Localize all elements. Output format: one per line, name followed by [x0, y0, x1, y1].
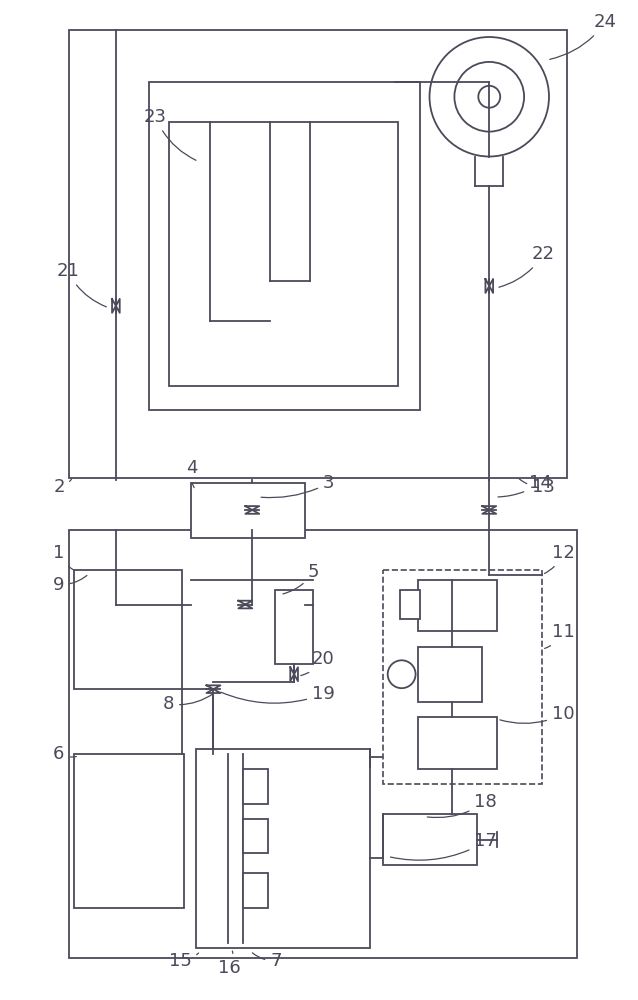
Text: 13: 13 [519, 478, 555, 496]
Text: 24: 24 [550, 13, 617, 59]
Bar [149, 82, 420, 410]
Text: 18: 18 [427, 793, 497, 818]
Bar [195, 749, 370, 948]
Bar [275, 590, 313, 664]
Bar [69, 530, 577, 958]
Text: 1: 1 [53, 544, 75, 570]
Text: 11: 11 [545, 623, 575, 648]
Bar [383, 814, 477, 865]
Bar [399, 590, 420, 619]
Text: 7: 7 [253, 952, 282, 970]
Text: 20: 20 [300, 650, 335, 676]
Bar [168, 122, 397, 386]
Text: 23: 23 [144, 108, 196, 160]
Bar [383, 570, 542, 784]
Bar [243, 873, 268, 908]
Text: 12: 12 [544, 544, 575, 573]
Text: 17: 17 [390, 832, 497, 860]
Bar [417, 717, 497, 769]
Bar [69, 30, 567, 478]
Text: 10: 10 [500, 705, 575, 723]
Text: 8: 8 [163, 694, 213, 713]
Circle shape [388, 660, 415, 688]
Text: 15: 15 [168, 952, 198, 970]
Text: 22: 22 [499, 245, 555, 287]
Text: 6: 6 [53, 745, 77, 763]
Text: 3: 3 [261, 474, 334, 498]
Bar [74, 754, 184, 908]
Circle shape [478, 86, 500, 108]
Bar [243, 769, 268, 804]
Bar [243, 819, 268, 853]
Text: 9: 9 [53, 575, 87, 594]
Circle shape [454, 62, 524, 132]
Text: 16: 16 [218, 951, 241, 977]
Bar [191, 483, 305, 538]
Text: 21: 21 [56, 262, 107, 307]
Text: 14: 14 [498, 474, 552, 497]
Text: 2: 2 [53, 478, 71, 496]
Text: 5: 5 [283, 563, 320, 594]
Bar [417, 580, 497, 631]
Bar [74, 570, 182, 689]
Text: 19: 19 [221, 685, 335, 703]
Circle shape [429, 37, 549, 157]
Bar [417, 647, 482, 702]
Text: 4: 4 [186, 459, 197, 488]
